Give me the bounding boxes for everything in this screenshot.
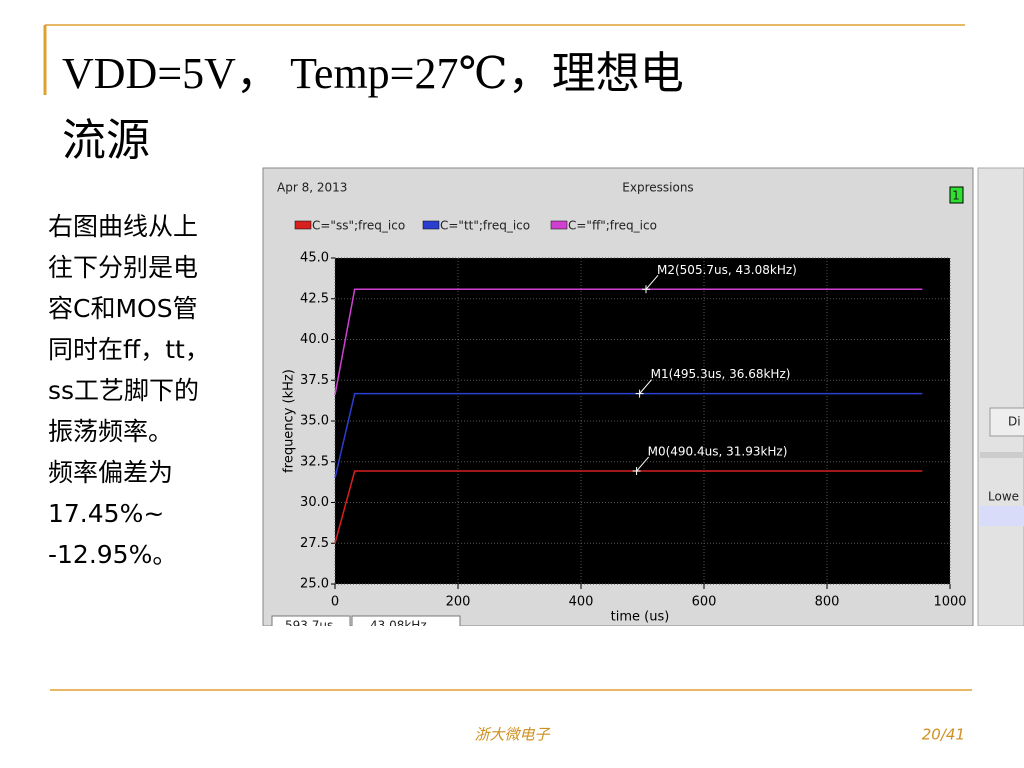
series-line xyxy=(334,470,923,544)
x-tick-label: 0 xyxy=(331,595,339,610)
x-axis-label: time (us) xyxy=(611,610,670,625)
side-label: Lowe xyxy=(988,490,1019,504)
legend-label: C="ss";freq_ico xyxy=(312,219,405,233)
badge: 1 xyxy=(952,189,960,203)
body-line: 同时在ff，tt， xyxy=(48,335,210,364)
date: Apr 8, 2013 xyxy=(277,181,347,195)
y-tick-label: 27.5 xyxy=(300,536,329,551)
body-line: 往下分别是电 xyxy=(48,253,198,282)
y-tick-label: 30.0 xyxy=(300,495,329,510)
y-tick-label: 45.0 xyxy=(300,251,329,266)
y-tick-label: 42.5 xyxy=(300,291,329,306)
body-line: ss工艺脚下的 xyxy=(48,376,199,405)
x-tick-label: 800 xyxy=(815,595,840,610)
marker xyxy=(635,389,644,398)
x-tick-label: 600 xyxy=(692,595,717,610)
side-button[interactable] xyxy=(989,407,1024,437)
badge-box xyxy=(949,186,964,204)
marker-leader xyxy=(636,456,649,472)
legend-label: C="tt";freq_ico xyxy=(440,219,530,233)
body-line: -12.95%。 xyxy=(48,540,177,569)
side-selection xyxy=(980,506,1024,526)
page-number: 20/41 xyxy=(922,726,965,744)
marker-label: M1(495.3us, 36.68kHz) xyxy=(651,367,791,381)
legend-swatch xyxy=(422,220,440,230)
marker-leader xyxy=(639,379,652,394)
body-line: 17.45%~ xyxy=(48,499,164,528)
marker-label: M2(505.7us, 43.08kHz) xyxy=(657,263,797,277)
x-tick-label: 400 xyxy=(569,595,594,610)
marker xyxy=(642,285,651,294)
legend-swatch xyxy=(294,220,312,230)
separator xyxy=(980,452,1024,458)
series-line xyxy=(334,288,923,396)
side-button-label: Di xyxy=(1008,415,1021,429)
y-tick-label: 35.0 xyxy=(300,414,329,429)
body-line: 频率偏差为 xyxy=(48,458,173,487)
y-tick-label: 37.5 xyxy=(300,373,329,388)
title-line: 流源 xyxy=(62,116,150,165)
series-line xyxy=(334,392,923,479)
x-tick-label: 1000 xyxy=(933,595,966,610)
side-panel xyxy=(977,167,1024,627)
y-tick-label: 25.0 xyxy=(300,577,329,592)
x-tick-label: 200 xyxy=(446,595,471,610)
body-line: 容C和MOS管 xyxy=(48,294,198,323)
y-tick-label: 32.5 xyxy=(300,454,329,469)
legend-swatch xyxy=(550,220,568,230)
legend-label: C="ff";freq_ico xyxy=(568,219,657,233)
footer: 浙大微电子 xyxy=(474,726,550,744)
body-line: 振荡频率。 xyxy=(48,417,173,446)
marker-leader xyxy=(645,274,659,290)
header: Expressions xyxy=(622,181,693,195)
y-axis-label: frequency (kHz) xyxy=(282,369,297,473)
title-line: VDD=5V， Temp=27℃，理想电 xyxy=(62,49,684,98)
marker-label: M0(490.4us, 31.93kHz) xyxy=(648,445,788,459)
body-line: 右图曲线从上 xyxy=(48,212,198,241)
y-tick-label: 40.0 xyxy=(300,332,329,347)
crop xyxy=(0,626,1024,686)
